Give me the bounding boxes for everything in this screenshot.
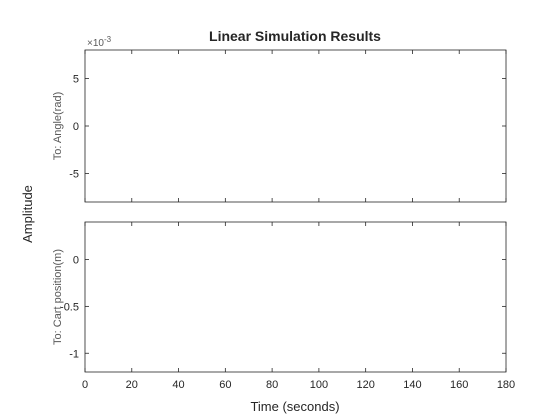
x-tick-label: 120 bbox=[356, 379, 374, 391]
x-tick-label: 20 bbox=[126, 379, 138, 391]
y-axis-label: Amplitude bbox=[20, 185, 35, 243]
x-tick-label: 160 bbox=[450, 379, 468, 391]
y-tick-label: -5 bbox=[69, 169, 79, 181]
y-tick-label: 0 bbox=[73, 121, 79, 133]
subplot-ylabel: To: Cart position(m) bbox=[52, 249, 64, 345]
x-tick-label: 40 bbox=[172, 379, 184, 391]
y-tick-label: -1 bbox=[69, 348, 79, 360]
axes-frame bbox=[84, 49, 507, 203]
axes-frame bbox=[84, 221, 507, 373]
x-tick-label: 180 bbox=[497, 379, 515, 391]
x-tick-label: 80 bbox=[266, 379, 278, 391]
y-scale-exponent: ×10-3 bbox=[87, 35, 112, 49]
y-tick-label: 5 bbox=[73, 74, 79, 86]
y-tick-label: 0 bbox=[73, 255, 79, 267]
subplot-ylabel: To: Angle(rad) bbox=[52, 92, 64, 160]
x-tick-label: 140 bbox=[403, 379, 421, 391]
x-axis-label: Time (seconds) bbox=[250, 399, 339, 414]
x-tick-label: 0 bbox=[82, 379, 88, 391]
subplot-1: -5 0 5 To: Angle(rad) ×10-3 bbox=[52, 35, 507, 203]
y-tick-label: -0.5 bbox=[60, 301, 79, 313]
subplots-container: -5 0 5 To: Angle(rad) ×10-3 0 20 40 60 80 100 120 14… bbox=[52, 35, 515, 391]
subplot-2: 0 20 40 60 80 100 120 140 160 180 -1 -0.5 0 To: Cart … bbox=[52, 221, 515, 391]
chart-title: Linear Simulation Results bbox=[209, 28, 381, 44]
x-tick-label: 100 bbox=[310, 379, 328, 391]
x-tick-label: 60 bbox=[219, 379, 231, 391]
